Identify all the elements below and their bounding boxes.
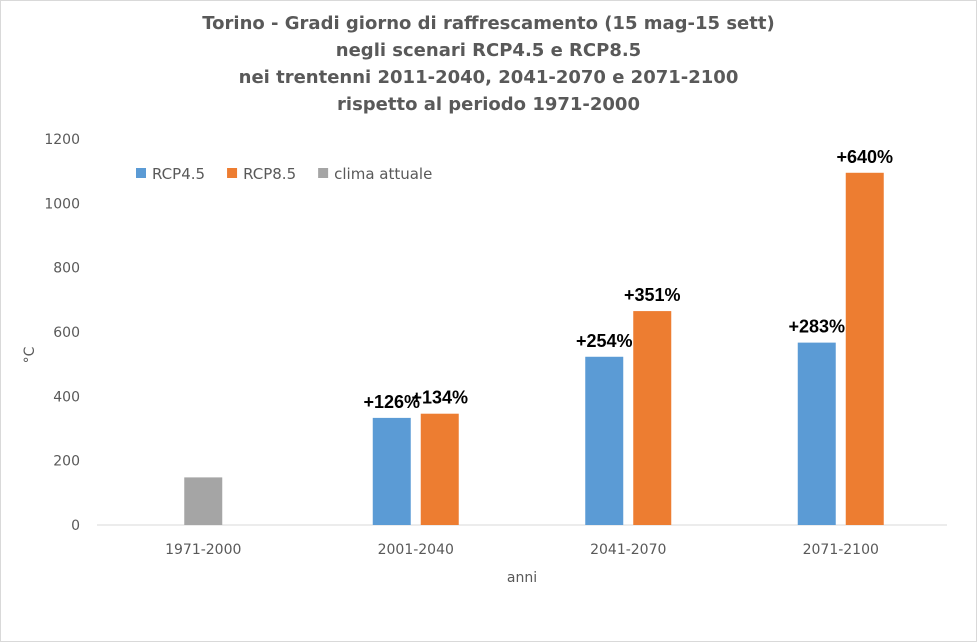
bar-rcp4-5-2041-2070: [585, 356, 624, 525]
legend-swatch: [318, 168, 329, 178]
bar-rcp4-5-2071-2100: [797, 342, 836, 525]
y-tick-label: 400: [53, 389, 80, 405]
bars: [184, 172, 884, 525]
data-label: +283%: [788, 317, 845, 337]
bar-rcp8-5-2041-2070: [633, 311, 672, 525]
chart-title-line-4: rispetto al periodo 1971-2000: [337, 94, 640, 115]
bar-rcp4-5-2001-2040: [372, 417, 411, 525]
y-tick-label: 200: [53, 454, 80, 470]
data-label: +640%: [836, 147, 893, 167]
bar-rcp8-5-2001-2040: [420, 413, 459, 525]
data-label: +126%: [363, 392, 420, 412]
legend: RCP4.5 RCP8.5 clima attuale: [136, 165, 432, 183]
legend-swatch: [136, 168, 146, 178]
y-tick-label: 1000: [44, 196, 80, 212]
x-tick-label: 2001-2040: [378, 542, 454, 558]
x-axis-ticks: 1971-2000 2001-2040 2041-2070 2071-2100: [165, 542, 879, 558]
data-label: +254%: [576, 331, 633, 351]
y-tick-label: 600: [53, 325, 80, 341]
legend-label: RCP4.5: [152, 165, 205, 183]
chart-title-line-3: nei trentenni 2011-2040, 2041-2070 e 207…: [238, 67, 739, 88]
y-tick-label: 0: [71, 518, 80, 534]
y-axis-ticks: 0 200 400 600 800 1000 1200: [44, 132, 80, 534]
bar-clima-attuale-1971-2000: [184, 477, 223, 525]
legend-label: RCP8.5: [243, 165, 296, 183]
x-tick-label: 2071-2100: [803, 542, 879, 558]
chart-title-line-1: Torino - Gradi giorno di raffrescamento …: [202, 13, 775, 34]
y-axis-label: °C: [22, 346, 38, 363]
chart-title-line-2: negli scenari RCP4.5 e RCP8.5: [335, 40, 642, 61]
data-labels: +126%+134% +254% +351% +283% +640%: [363, 147, 893, 412]
y-tick-label: 1200: [44, 132, 80, 148]
data-label: +351%: [624, 285, 681, 305]
y-tick-label: 800: [53, 261, 80, 277]
legend-label: clima attuale: [334, 165, 432, 183]
legend-swatch: [227, 168, 238, 178]
data-label: +134%: [411, 388, 468, 408]
x-axis-label: anni: [507, 570, 537, 586]
x-tick-label: 2041-2070: [590, 542, 666, 558]
chart-title: Torino - Gradi giorno di raffrescamento …: [0, 10, 977, 118]
x-tick-label: 1971-2000: [165, 542, 241, 558]
bar-rcp8-5-2071-2100: [845, 172, 884, 525]
